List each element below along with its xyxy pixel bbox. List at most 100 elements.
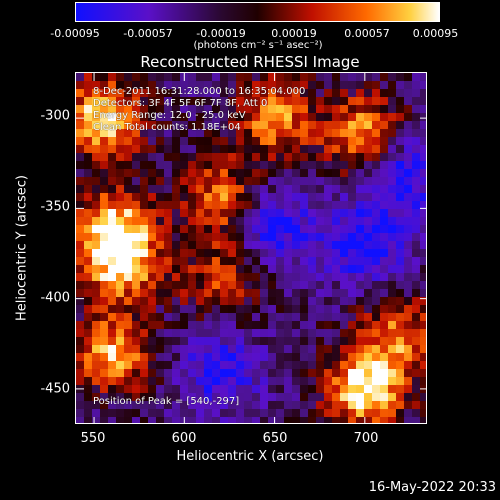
- heatmap-cell: [308, 393, 317, 402]
- heatmap-cell: [204, 393, 213, 402]
- heatmap-cell: [412, 97, 421, 106]
- heatmap-cell: [156, 97, 165, 106]
- heatmap-cell: [340, 393, 349, 402]
- heatmap-cell: [116, 201, 125, 210]
- heatmap-cell: [132, 417, 141, 423]
- heatmap-cell: [84, 369, 93, 378]
- heatmap-cell: [380, 177, 389, 186]
- heatmap-cell: [148, 257, 157, 266]
- heatmap-cell: [404, 105, 413, 114]
- heatmap-cell: [412, 257, 421, 266]
- heatmap-cell: [196, 153, 205, 162]
- heatmap-cell: [308, 377, 317, 386]
- heatmap-cell: [204, 217, 213, 226]
- heatmap-cell: [164, 393, 173, 402]
- heatmap-cell: [380, 337, 389, 346]
- heatmap-cell: [228, 145, 237, 154]
- heatmap-cell: [276, 209, 285, 218]
- heatmap-cell: [356, 169, 365, 178]
- heatmap-cell: [156, 361, 165, 370]
- heatmap-cell: [396, 177, 405, 186]
- heatmap-cell: [300, 97, 309, 106]
- heatmap-cell: [84, 417, 93, 423]
- heatmap-cell: [180, 329, 189, 338]
- heatmap-cell: [268, 169, 277, 178]
- heatmap-cell: [388, 201, 397, 210]
- heatmap-cell: [324, 217, 333, 226]
- heatmap-cell: [172, 409, 181, 418]
- heatmap-cell: [108, 329, 117, 338]
- heatmap-cell: [292, 273, 301, 282]
- heatmap-cell: [220, 89, 229, 98]
- heatmap-cell: [220, 121, 229, 130]
- heatmap-cell: [356, 161, 365, 170]
- heatmap-cell: [92, 129, 101, 138]
- heatmap-cell: [420, 377, 426, 386]
- heatmap-cell: [212, 353, 221, 362]
- heatmap-cell: [84, 129, 93, 138]
- heatmap-cell: [212, 361, 221, 370]
- heatmap-cell: [332, 265, 341, 274]
- heatmap-cell: [324, 257, 333, 266]
- heatmap-cell: [92, 393, 101, 402]
- heatmap-cell: [228, 129, 237, 138]
- heatmap-cell: [244, 81, 253, 90]
- heatmap-cell: [396, 169, 405, 178]
- heatmap-cell: [300, 417, 309, 423]
- heatmap-cell: [308, 345, 317, 354]
- heatmap-cell: [116, 177, 125, 186]
- heatmap-cell: [388, 241, 397, 250]
- heatmap-cell: [180, 265, 189, 274]
- heatmap-cell: [244, 241, 253, 250]
- heatmap-cell: [108, 289, 117, 298]
- heatmap-cell: [396, 257, 405, 266]
- heatmap-cell: [332, 81, 341, 90]
- heatmap-cell: [396, 113, 405, 122]
- heatmap-cell: [284, 249, 293, 258]
- heatmap-cell: [148, 361, 157, 370]
- heatmap-cell: [196, 241, 205, 250]
- heatmap-cell: [156, 305, 165, 314]
- heatmap-cell: [292, 241, 301, 250]
- heatmap-cell: [220, 345, 229, 354]
- heatmap-cell: [180, 409, 189, 418]
- heatmap-cell: [148, 145, 157, 154]
- heatmap-cell: [164, 249, 173, 258]
- heatmap-cell: [340, 169, 349, 178]
- heatmap-cell: [316, 73, 325, 82]
- heatmap-cell: [348, 209, 357, 218]
- heatmap-cell: [100, 233, 109, 242]
- heatmap-cell: [340, 257, 349, 266]
- heatmap-cell: [140, 265, 149, 274]
- heatmap-cell: [412, 353, 421, 362]
- heatmap-cell: [84, 233, 93, 242]
- heatmap-cell: [124, 169, 133, 178]
- heatmap-cell: [268, 201, 277, 210]
- heatmap-cell: [420, 105, 426, 114]
- colorbar: [75, 2, 440, 22]
- heatmap-cell: [420, 273, 426, 282]
- heatmap-cell: [188, 169, 197, 178]
- heatmap-cell: [300, 401, 309, 410]
- heatmap-cell: [412, 289, 421, 298]
- heatmap-cell: [300, 121, 309, 130]
- heatmap-cell: [396, 401, 405, 410]
- heatmap-cell: [84, 297, 93, 306]
- heatmap-cell: [148, 113, 157, 122]
- heatmap-cell: [308, 129, 317, 138]
- heatmap-cell: [84, 185, 93, 194]
- y-tick-label: -450: [40, 381, 70, 397]
- heatmap-cell: [156, 233, 165, 242]
- heatmap-cell: [364, 209, 373, 218]
- heatmap-cell: [284, 289, 293, 298]
- heatmap-cell: [284, 233, 293, 242]
- heatmap-cell: [276, 137, 285, 146]
- heatmap-cell: [140, 257, 149, 266]
- heatmap-cell: [308, 273, 317, 282]
- heatmap-cell: [100, 217, 109, 226]
- heatmap-cell: [92, 401, 101, 410]
- heatmap-cell: [276, 249, 285, 258]
- heatmap-cell: [180, 281, 189, 290]
- heatmap-cell: [100, 193, 109, 202]
- heatmap-cell: [292, 249, 301, 258]
